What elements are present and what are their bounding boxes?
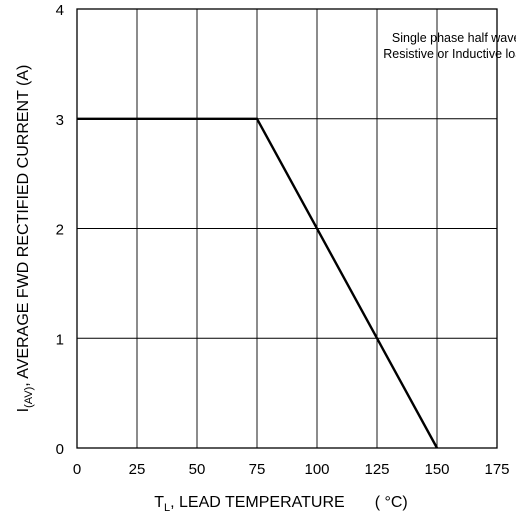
x-tick-label: 50 xyxy=(189,461,206,478)
y-tick-label: 0 xyxy=(56,441,64,458)
x-tick-label: 75 xyxy=(249,461,266,478)
x-tick-label: 125 xyxy=(364,461,389,478)
y-tick-labels: 0 1 2 3 4 xyxy=(56,2,64,458)
plot-frame xyxy=(76,8,498,449)
y-tick-label: 4 xyxy=(56,2,64,19)
series-layer xyxy=(77,117,439,449)
y-axis-title: I(AV), AVERAGE FWD RECTIFIED CURRENT (A) xyxy=(15,65,35,413)
x-tick-label: 150 xyxy=(424,461,449,478)
y-tick-label: 3 xyxy=(56,112,64,129)
annotation-line-2: Resistive or Inductive load xyxy=(383,47,516,61)
y-tick-label: 1 xyxy=(56,331,64,348)
x-tick-label: 25 xyxy=(129,461,146,478)
x-tick-label: 175 xyxy=(484,461,509,478)
annotation-line-1: Single phase half wave xyxy=(392,31,516,45)
x-tick-labels: 0 25 50 75 100 125 150 175 xyxy=(73,461,510,478)
x-tick-label: 100 xyxy=(304,461,329,478)
grid-lines xyxy=(76,8,498,449)
x-axis-title: TL, LEAD TEMPERATURE( °C) xyxy=(154,494,408,514)
y-tick-label: 2 xyxy=(56,222,64,239)
derating-curve xyxy=(77,117,439,449)
x-tick-label: 0 xyxy=(73,461,81,478)
